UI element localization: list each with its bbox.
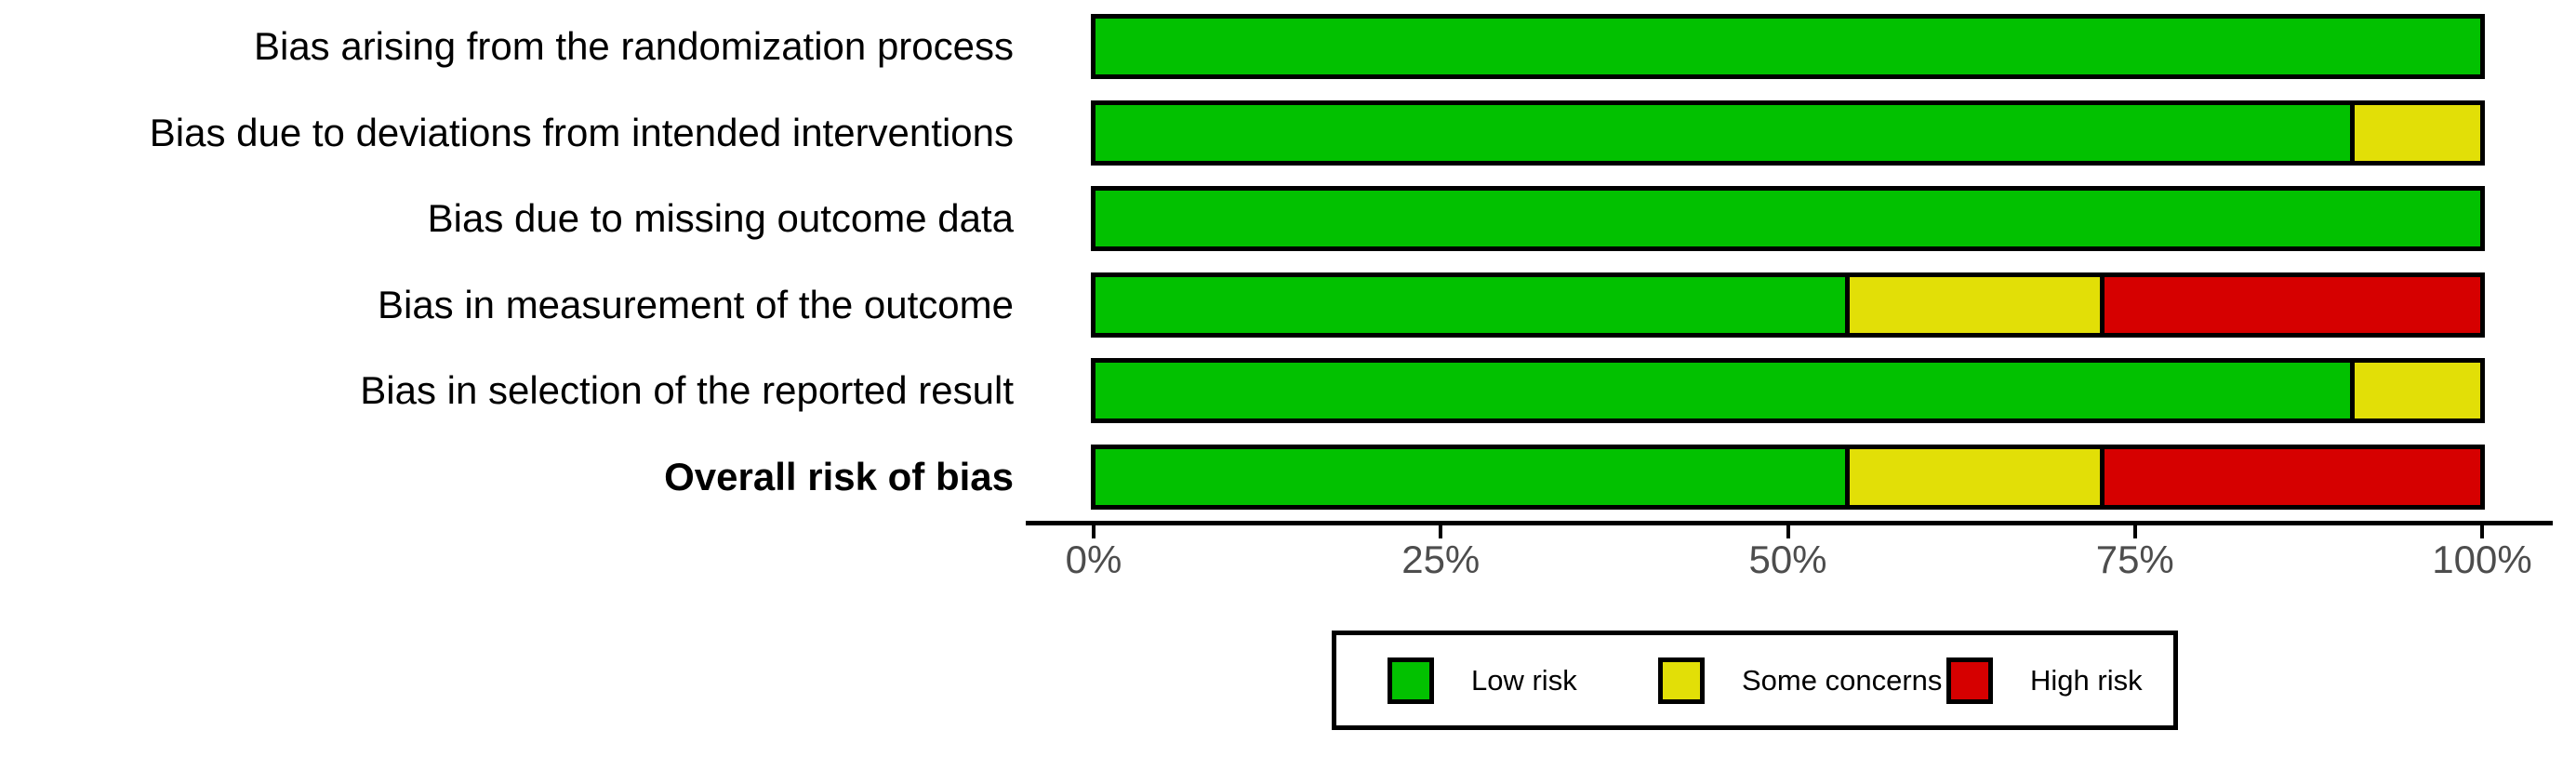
legend-item-low-risk: Low risk xyxy=(1388,635,1577,725)
x-axis-tick-50 xyxy=(1786,525,1790,538)
x-axis-tick-label-25: 25% xyxy=(1401,538,1481,581)
x-axis-tick-0 xyxy=(1092,525,1095,538)
x-axis-line xyxy=(1026,521,2553,525)
x-axis-tick-100 xyxy=(2480,525,2484,538)
legend-item-label-low-risk: Low risk xyxy=(1471,663,1577,697)
x-axis-tick-label-75: 75% xyxy=(2095,538,2174,581)
category-label-bias-arising-from-the-randomization-process: Bias arising from the randomization proc… xyxy=(253,24,1014,68)
category-label-bias-due-to-deviations-from-intended-interventions: Bias due to deviations from intended int… xyxy=(149,110,1014,154)
bar-segment-low-risk xyxy=(1095,448,1846,505)
stacked-bar-overall-risk-of-bias xyxy=(1091,444,2485,510)
x-axis-tick-label-100: 100% xyxy=(2432,538,2532,581)
stacked-bar-bias-in-measurement-of-the-outcome xyxy=(1091,272,2485,338)
legend-item-high-risk: High risk xyxy=(1946,635,2143,725)
x-axis-tick-label-50: 50% xyxy=(1748,538,1827,581)
bar-segment-some-concerns xyxy=(1845,448,2101,505)
bar-segment-some-concerns xyxy=(1845,276,2101,333)
bar-segment-high-risk xyxy=(2100,276,2480,333)
legend-item-some-concerns: Some concerns xyxy=(1658,635,1942,725)
legend-swatch-some-concerns xyxy=(1658,657,1705,704)
category-label-bias-due-to-missing-outcome-data: Bias due to missing outcome data xyxy=(427,196,1014,240)
category-label-bias-in-measurement-of-the-outcome: Bias in measurement of the outcome xyxy=(377,282,1014,326)
x-axis-tick-25 xyxy=(1439,525,1443,538)
bar-segment-low-risk xyxy=(1095,276,1846,333)
bar-segment-low-risk xyxy=(1095,19,2480,74)
bar-segment-low-risk xyxy=(1095,363,2350,418)
bar-segment-some-concerns xyxy=(2349,104,2480,161)
bar-segment-low-risk xyxy=(1095,104,2350,161)
legend: Low risk Some concerns High risk xyxy=(1332,631,2178,730)
stacked-bar-bias-due-to-missing-outcome-data xyxy=(1091,186,2485,251)
x-axis-tick-label-0: 0% xyxy=(1065,538,1122,581)
legend-swatch-low-risk xyxy=(1388,657,1434,704)
legend-item-label-high-risk: High risk xyxy=(2030,663,2143,697)
category-label-bias-in-selection-of-the-reported-result: Bias in selection of the reported result xyxy=(360,368,1014,412)
legend-swatch-high-risk xyxy=(1946,657,1993,704)
category-label-overall-risk-of-bias: Overall risk of bias xyxy=(664,454,1014,498)
legend-item-label-some-concerns: Some concerns xyxy=(1742,663,1943,697)
stacked-bar-bias-arising-from-the-randomization-process xyxy=(1091,14,2485,79)
x-axis-tick-75 xyxy=(2132,525,2137,538)
stacked-bar-bias-due-to-deviations-from-intended-interventions xyxy=(1091,100,2485,166)
stacked-bar-bias-in-selection-of-the-reported-result xyxy=(1091,358,2485,423)
bar-segment-high-risk xyxy=(2100,448,2480,505)
bar-segment-low-risk xyxy=(1095,191,2480,246)
bar-segment-some-concerns xyxy=(2349,363,2480,418)
